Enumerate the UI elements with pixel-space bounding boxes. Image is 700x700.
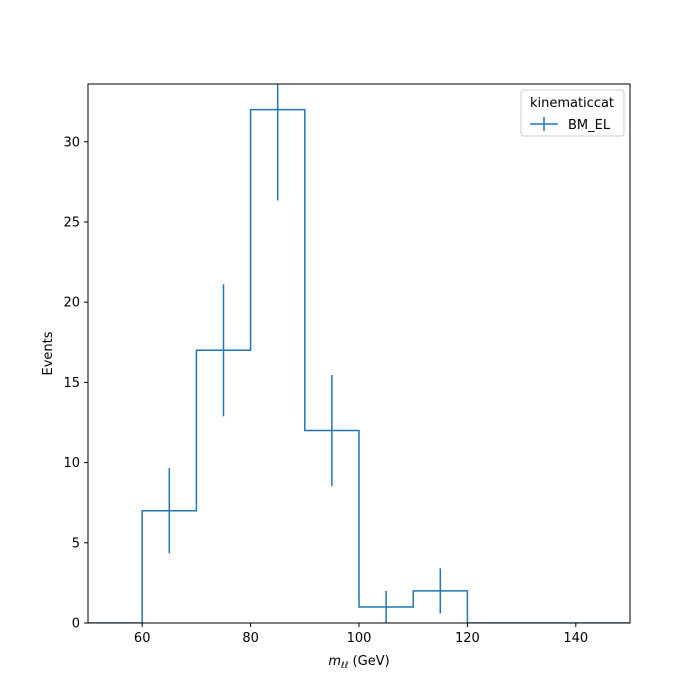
y-tick-label: 25: [63, 215, 80, 230]
x-tick-label: 80: [242, 631, 259, 646]
y-tick-label: 30: [63, 135, 80, 150]
y-tick-label: 20: [63, 296, 80, 311]
x-axis-label: mℓℓ (GeV): [328, 654, 389, 671]
y-tick-label: 10: [63, 456, 80, 471]
axis-ticks: 60 80 100 120 140 0 5 10 15 20 25 30: [63, 135, 588, 646]
y-tick-label: 15: [63, 376, 80, 391]
legend-title: kinematiccat: [530, 96, 614, 111]
x-axis-label-subscript: ℓℓ: [340, 661, 348, 671]
y-tick-label: 0: [72, 617, 80, 632]
legend: kinematiccat BM_EL: [520, 89, 625, 137]
x-axis-label-unit: (GeV): [348, 654, 389, 669]
y-tick-label: 5: [72, 536, 80, 551]
x-tick-label: 120: [455, 631, 480, 646]
plot-content: [88, 84, 630, 623]
legend-entry-label: BM_EL: [568, 118, 611, 133]
x-tick-label: 60: [134, 631, 151, 646]
x-axis-label-main: m: [328, 654, 341, 669]
y-axis-label: Events: [41, 331, 56, 375]
x-tick-label: 100: [347, 631, 372, 646]
x-tick-label: 140: [563, 631, 588, 646]
